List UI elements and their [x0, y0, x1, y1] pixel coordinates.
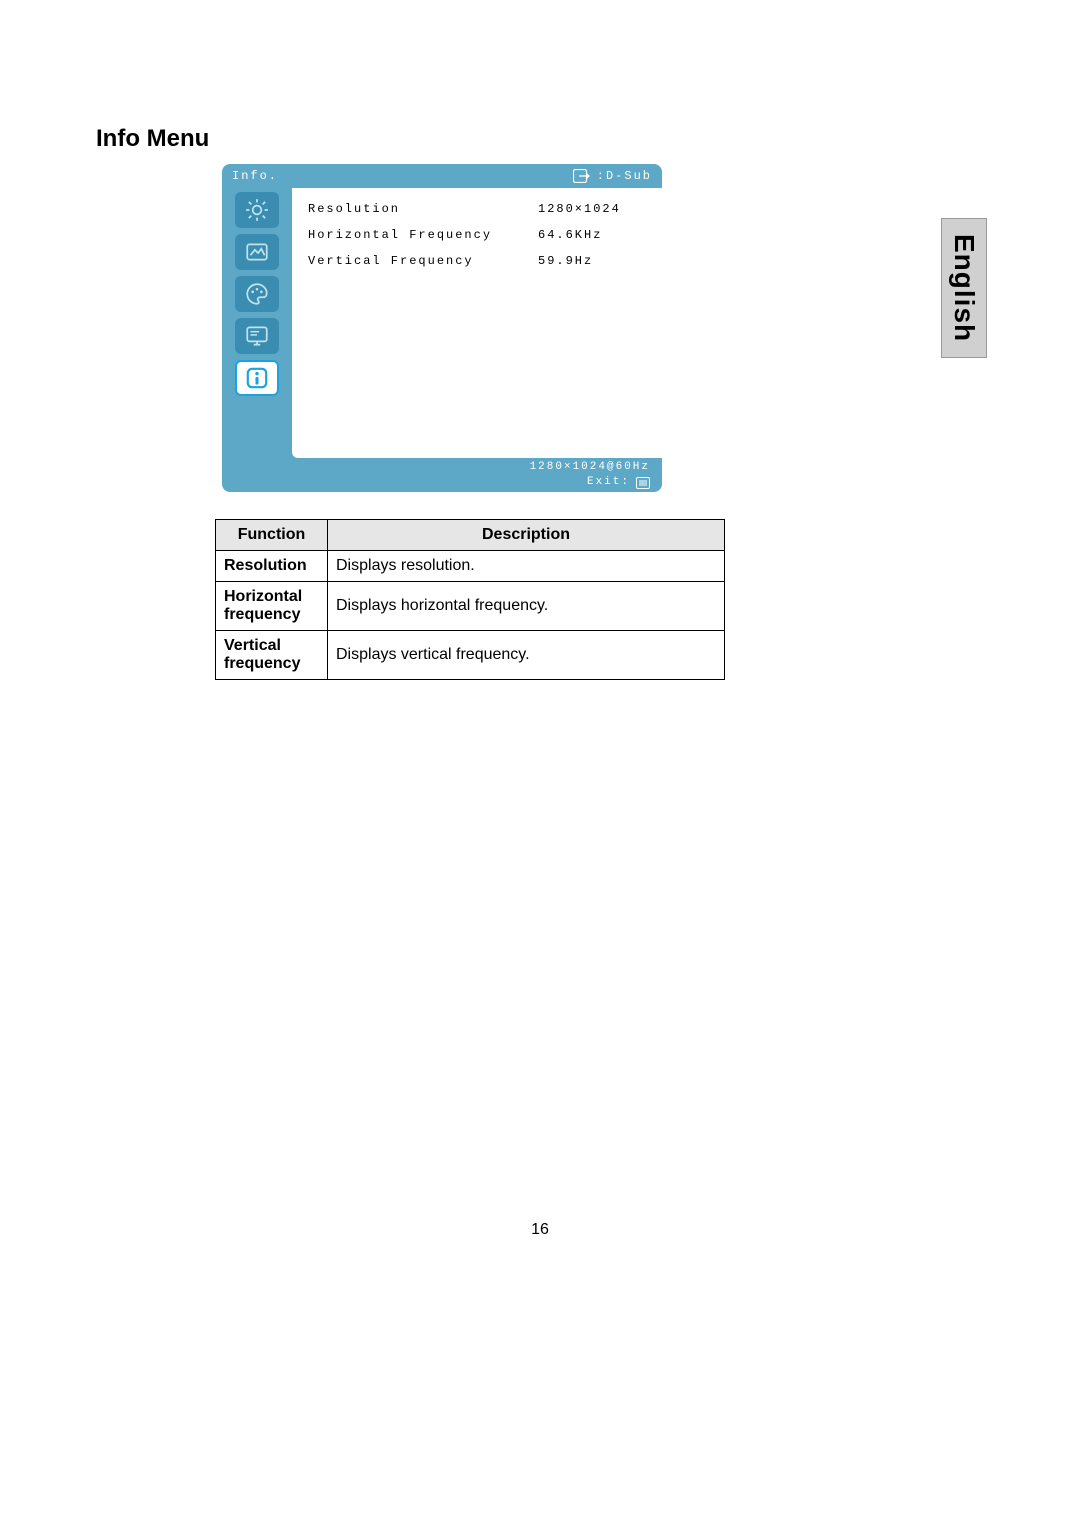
osd-info-row: Vertical Frequency59.9Hz [308, 254, 646, 268]
osd-mode-text: 1280×1024@60Hz [530, 460, 650, 475]
table-cell-description: Displays vertical frequency. [328, 631, 725, 680]
page-title: Info Menu [96, 125, 209, 153]
input-source-icon [573, 169, 591, 183]
table-cell-function: Vertical frequency [216, 631, 328, 680]
osd-body: Resolution1280×1024Horizontal Frequency6… [222, 188, 662, 458]
osd-row-label: Horizontal Frequency [308, 228, 538, 242]
osd-tab[interactable] [235, 318, 279, 354]
image-tab[interactable] [235, 234, 279, 270]
osd-exit-hint: Exit: [587, 475, 650, 490]
menu-button-icon [636, 477, 650, 489]
info-tab[interactable] [235, 360, 279, 396]
osd-footer: 1280×1024@60Hz Exit: [222, 458, 662, 492]
function-table: Function Description ResolutionDisplays … [215, 519, 725, 680]
osd-row-label: Vertical Frequency [308, 254, 538, 268]
table-cell-function: Resolution [216, 551, 328, 582]
table-row: Vertical frequencyDisplays vertical freq… [216, 631, 725, 680]
table-row: Horizontal frequencyDisplays horizontal … [216, 582, 725, 631]
osd-exit-label: Exit: [587, 475, 630, 490]
osd-input-indicator: :D-Sub [573, 169, 652, 183]
info-icon [244, 365, 270, 391]
brightness-tab[interactable] [235, 192, 279, 228]
osd-row-label: Resolution [308, 202, 538, 216]
osd-sidebar [222, 188, 292, 458]
osd-info-row: Resolution1280×1024 [308, 202, 646, 216]
osd-input-label: :D-Sub [597, 169, 652, 183]
table-row: ResolutionDisplays resolution. [216, 551, 725, 582]
color-icon [244, 281, 270, 307]
table-cell-description: Displays horizontal frequency. [328, 582, 725, 631]
document-page: Info Menu English Info. :D-Sub Resolutio… [0, 0, 1080, 1527]
osd-content-panel: Resolution1280×1024Horizontal Frequency6… [292, 188, 662, 458]
osd-screenshot: Info. :D-Sub Resolution1280×1024Horizont… [222, 164, 662, 492]
osd-info-row: Horizontal Frequency64.6KHz [308, 228, 646, 242]
table-cell-function: Horizontal frequency [216, 582, 328, 631]
language-tab: English [941, 218, 987, 358]
osd-title: Info. [232, 169, 278, 183]
col-description: Description [328, 520, 725, 551]
osd-row-value: 1280×1024 [538, 202, 621, 216]
table-cell-description: Displays resolution. [328, 551, 725, 582]
color-tab[interactable] [235, 276, 279, 312]
osd-header: Info. :D-Sub [222, 164, 662, 188]
osd-row-value: 64.6KHz [538, 228, 602, 242]
osd-row-value: 59.9Hz [538, 254, 593, 268]
osd-icon [244, 323, 270, 349]
brightness-icon [244, 197, 270, 223]
col-function: Function [216, 520, 328, 551]
language-tab-label: English [948, 234, 980, 342]
image-icon [244, 239, 270, 265]
table-header-row: Function Description [216, 520, 725, 551]
page-number: 16 [0, 1221, 1080, 1239]
